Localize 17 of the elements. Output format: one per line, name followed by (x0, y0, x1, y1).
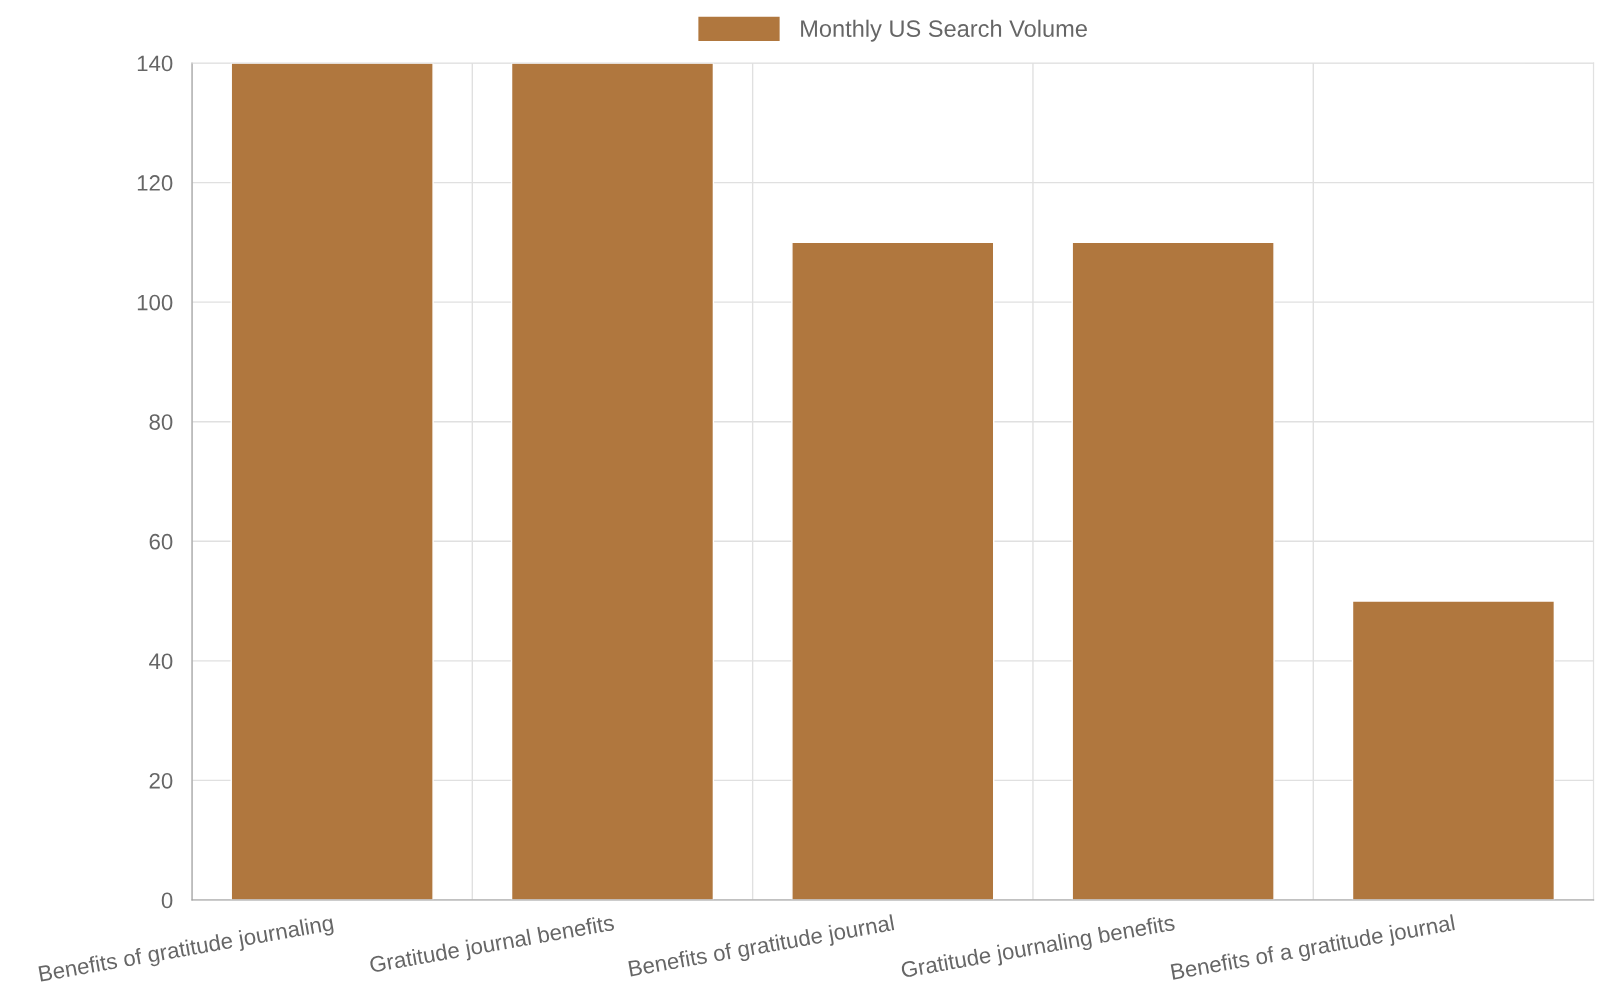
y-tick-label: 120 (137, 175, 173, 191)
x-tick-label: Benefits of gratitude journal (628, 914, 895, 981)
bar (791, 241, 995, 900)
y-tick-label: 40 (149, 653, 173, 670)
y-tick-label: 140 (137, 55, 173, 72)
y-tick-label: 0 (161, 892, 173, 909)
bar (1351, 600, 1556, 900)
x-tick-label: Benefits of gratitude journaling (38, 914, 335, 987)
y-tick-label: 100 (137, 294, 173, 311)
y-tick-label: 20 (149, 772, 173, 789)
y-tick-label: 80 (149, 414, 173, 430)
x-tick-label: Gratitude journal benefits (369, 914, 616, 978)
bar (230, 63, 434, 900)
legend-label: Monthly US Search Volume (801, 19, 1087, 42)
bar (1071, 241, 1275, 900)
bar (510, 63, 715, 900)
y-tick-label: 60 (149, 533, 173, 550)
